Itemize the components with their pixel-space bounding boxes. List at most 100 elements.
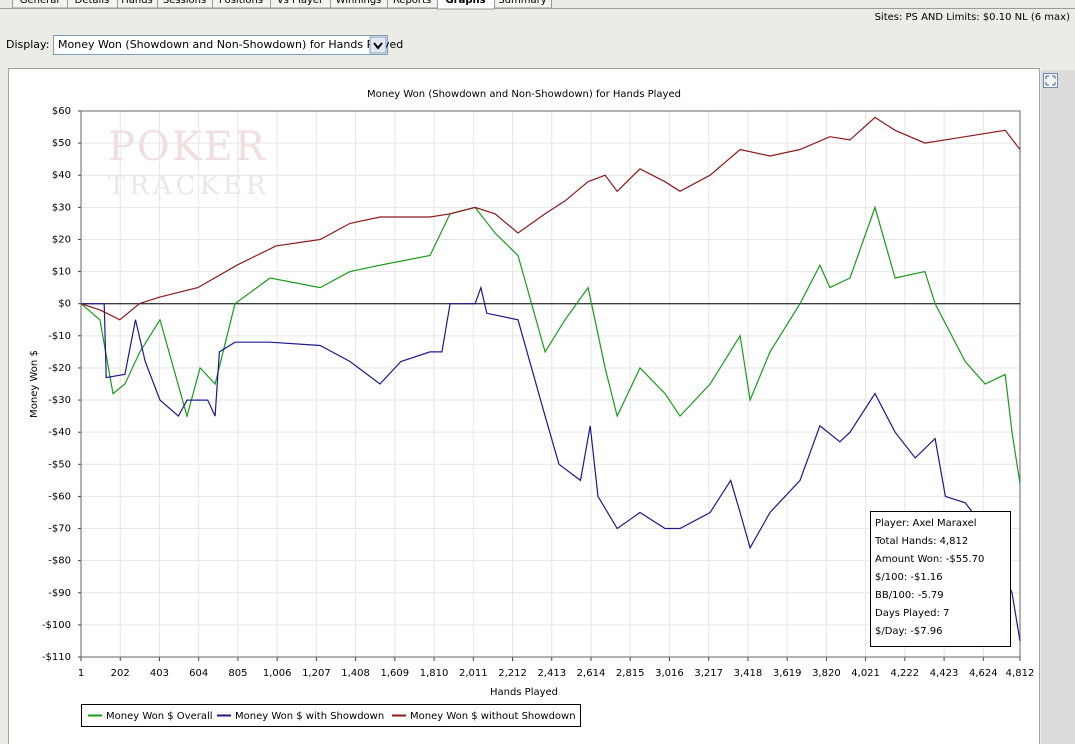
stats-box (870, 511, 1011, 647)
tab[interactable] (270, 0, 331, 9)
y-tick-label: -$90 (48, 588, 71, 599)
side-bar (1041, 70, 1075, 744)
tab[interactable] (157, 0, 213, 9)
watermark: TRACKER (108, 171, 270, 201)
tab-label: Summary (498, 0, 546, 6)
tab-label: Winnings (336, 0, 382, 6)
tab[interactable] (212, 0, 271, 9)
y-tick-label: $20 (52, 234, 71, 245)
y-tick-label: $40 (52, 170, 71, 181)
y-tick-label: $30 (52, 202, 71, 213)
legend-label: Money Won $ with Showdown (235, 711, 384, 722)
x-tick-label: 3,619 (773, 668, 802, 679)
dropdown-arrow (373, 42, 383, 50)
tab-label: Reports (393, 0, 431, 6)
tab-label: Sessions (163, 0, 206, 6)
dropdown-button[interactable] (369, 36, 387, 54)
y-tick-label: $50 (52, 138, 71, 149)
stats-line: $/Day: -$7.96 (875, 626, 943, 637)
x-tick-label: 1,408 (341, 668, 370, 679)
x-tick-label: 4,222 (891, 668, 920, 679)
series-line (80, 116, 1021, 321)
x-tick-label: 2,815 (616, 668, 645, 679)
x-tick-label: 3,418 (734, 668, 763, 679)
x-tick-label: 3,217 (694, 668, 723, 679)
x-tick-label: 4,423 (930, 668, 959, 679)
stats-line: $/100: -$1.16 (875, 572, 943, 583)
y-axis-label: Money Won $ (29, 350, 40, 418)
x-tick-label: 403 (150, 668, 169, 679)
tab[interactable] (494, 0, 552, 9)
graph-panel (8, 68, 1040, 744)
tab[interactable] (67, 0, 118, 9)
x-tick-label: 202 (111, 668, 130, 679)
watermark: POKER (108, 124, 267, 170)
x-tick-label: 2,413 (537, 668, 566, 679)
stats-line: Amount Won: -$55.70 (875, 554, 984, 565)
x-tick-label: 3,016 (655, 668, 684, 679)
tab[interactable] (437, 0, 495, 10)
y-tick-label: -$100 (42, 620, 71, 631)
tab-label: Details (75, 0, 110, 6)
tab-label: General (20, 0, 59, 6)
x-tick-label: 1 (78, 668, 84, 679)
x-tick-label: 2,614 (577, 668, 606, 679)
x-tick-label: 4,624 (969, 668, 998, 679)
display-value: Money Won (Showdown and Non-Showdown) fo… (58, 38, 403, 51)
y-tick-label: -$30 (48, 395, 71, 406)
x-axis-label: Hands Played (490, 687, 558, 698)
x-tick-label: 2,212 (498, 668, 527, 679)
tab-label: Graphs (445, 0, 485, 6)
x-tick-label: 3,820 (812, 668, 841, 679)
y-tick-label: -$80 (48, 556, 71, 567)
display-label: Display: (6, 38, 49, 51)
series-line (80, 205, 1021, 484)
legend (81, 704, 581, 727)
y-tick-label: -$20 (48, 363, 71, 374)
x-tick-label: 1,810 (420, 668, 449, 679)
legend-label: Money Won $ Overall (106, 711, 213, 722)
sites-filter: Sites: PS AND Limits: $0.10 NL (6 max) (875, 12, 1071, 23)
tab[interactable] (117, 0, 158, 9)
maximize-button[interactable] (1043, 73, 1058, 88)
stats-line: Days Played: 7 (875, 608, 949, 619)
maximize-icon (1045, 75, 1056, 86)
y-tick-label: $10 (52, 267, 71, 278)
stats-line: BB/100: -5.79 (875, 590, 944, 601)
y-tick-label: $60 (52, 106, 71, 117)
tab[interactable] (330, 0, 388, 9)
x-tick-label: 1,207 (302, 668, 331, 679)
y-tick-label: -$50 (48, 459, 71, 470)
stats-line: Player: Axel Maraxel (875, 518, 977, 529)
legend-items: Money Won $ Overall Money Won $ with Show… (88, 711, 576, 722)
tab-strip: General Details Hands Sessions Positions Vs P… (12, 0, 552, 10)
y-tick-label: -$70 (48, 524, 71, 535)
x-tick-label: 2,011 (459, 668, 488, 679)
tab[interactable] (387, 0, 438, 9)
x-tick-label: 1,609 (381, 668, 410, 679)
x-tick-label: 4,812 (1006, 668, 1035, 679)
tab-label: Hands (121, 0, 153, 6)
tab-label: Positions (219, 0, 263, 6)
y-tick-label: -$60 (48, 491, 71, 502)
y-tick-label: -$40 (48, 427, 71, 438)
tab[interactable] (12, 0, 68, 9)
legend-label: Money Won $ without Showdown (410, 711, 576, 722)
y-tick-label: -$110 (42, 652, 71, 663)
chart-title: Money Won (Showdown and Non-Showdown) fo… (367, 89, 681, 100)
x-tick-label: 805 (228, 668, 247, 679)
plot-frame (80, 110, 1021, 658)
stats-line: Total Hands: 4,812 (874, 536, 968, 547)
display-dropdown[interactable] (53, 35, 388, 55)
y-tick-label: -$10 (48, 331, 71, 342)
tab-label: Vs Player (277, 0, 324, 6)
x-tick-label: 4,021 (851, 668, 880, 679)
series-line (81, 285, 1021, 641)
stats-lines: Player: Axel Maraxel Total Hands: 4,812 Am… (874, 518, 984, 637)
chart: Money Won (Showdown and Non-Showdown) fo… (29, 89, 1034, 698)
x-tick-label: 604 (189, 668, 208, 679)
x-tick-label: 1,006 (263, 668, 292, 679)
y-tick-label: $0 (58, 299, 71, 310)
